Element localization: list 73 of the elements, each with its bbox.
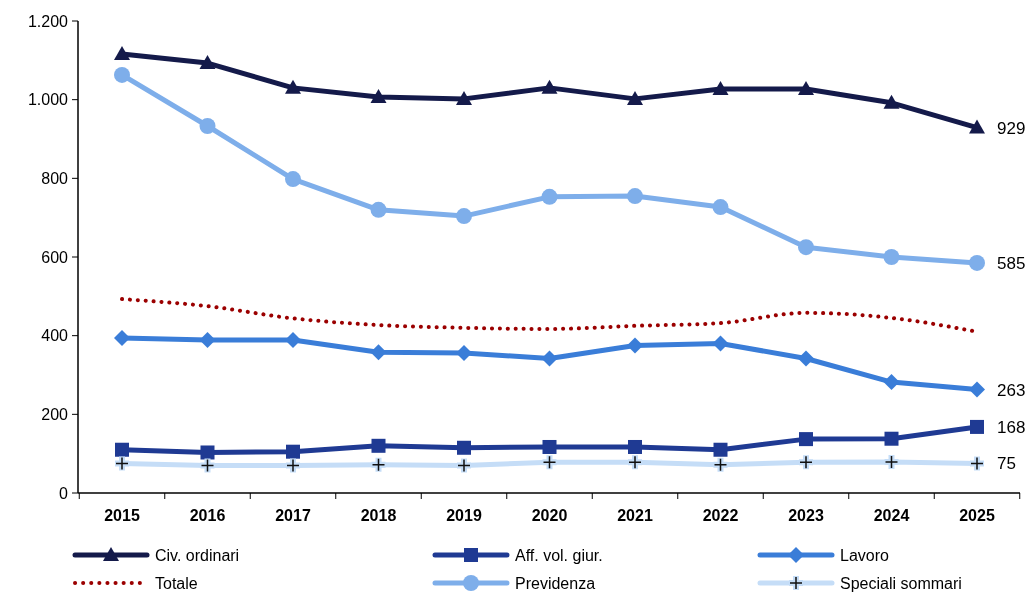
point [371, 438, 386, 453]
point [541, 350, 558, 367]
legend-label: Lavoro [840, 546, 890, 564]
point [114, 330, 130, 347]
point [969, 119, 985, 134]
point [541, 79, 558, 94]
point [456, 344, 472, 361]
point [370, 344, 387, 361]
x-tick-label: 2023 [788, 507, 824, 524]
legend-label: Speciali sommari [840, 574, 962, 592]
point [115, 442, 129, 457]
point [456, 208, 472, 225]
x-tick-label: 2016 [189, 507, 226, 524]
point [883, 249, 900, 265]
point [542, 439, 557, 454]
point [969, 254, 985, 271]
x-tick-label: 2024 [873, 507, 910, 524]
point [199, 331, 216, 348]
point [712, 199, 729, 216]
point [456, 90, 472, 105]
point [370, 88, 387, 103]
x-tick-label: 2019 [446, 507, 482, 524]
point [370, 201, 387, 218]
point [969, 381, 985, 398]
point [883, 374, 900, 391]
point [883, 94, 900, 109]
point [285, 331, 301, 348]
x-tick-label: 2017 [275, 507, 311, 524]
point [285, 171, 301, 188]
x-tick-label: 2022 [702, 507, 739, 524]
point [627, 337, 643, 354]
point [884, 431, 899, 446]
point [799, 432, 813, 447]
data-label: 929 [997, 118, 1026, 138]
point [712, 335, 729, 352]
data-label: 168 [997, 417, 1026, 437]
data-label: 263 [997, 380, 1026, 400]
point [457, 440, 471, 455]
point [713, 442, 728, 457]
x-tick-label: 2021 [617, 507, 653, 524]
point [798, 81, 814, 96]
point [286, 444, 300, 459]
point [627, 188, 643, 205]
point [200, 445, 215, 460]
point [114, 46, 130, 61]
y-tick-label: 800 [41, 169, 69, 187]
y-tick-label: 0 [59, 484, 69, 502]
x-tick-label: 2018 [360, 507, 397, 524]
point [199, 118, 216, 135]
point [541, 188, 558, 205]
point [798, 350, 814, 367]
y-tick-label: 400 [41, 327, 69, 345]
point [199, 55, 216, 70]
data-label: 585 [997, 253, 1026, 273]
legend-label: Totale [155, 574, 198, 592]
point [628, 439, 642, 454]
legend-label: Previdenza [515, 574, 596, 592]
y-tick-label: 600 [41, 248, 69, 266]
y-tick-label: 1.200 [27, 12, 69, 30]
legend-label: Aff. vol. giur. [515, 546, 603, 564]
x-tick-label: 2025 [959, 507, 995, 524]
point [627, 90, 643, 105]
point [712, 81, 729, 96]
data-label: 75 [997, 454, 1016, 474]
point [970, 419, 984, 434]
x-tick-label: 2015 [104, 507, 140, 524]
point [285, 79, 301, 94]
legend-label: Civ. ordinari [155, 546, 240, 564]
point [114, 66, 130, 83]
x-tick-label: 2020 [531, 507, 568, 524]
point [798, 239, 814, 256]
y-tick-label: 1.000 [27, 91, 69, 109]
y-tick-label: 200 [41, 405, 69, 423]
